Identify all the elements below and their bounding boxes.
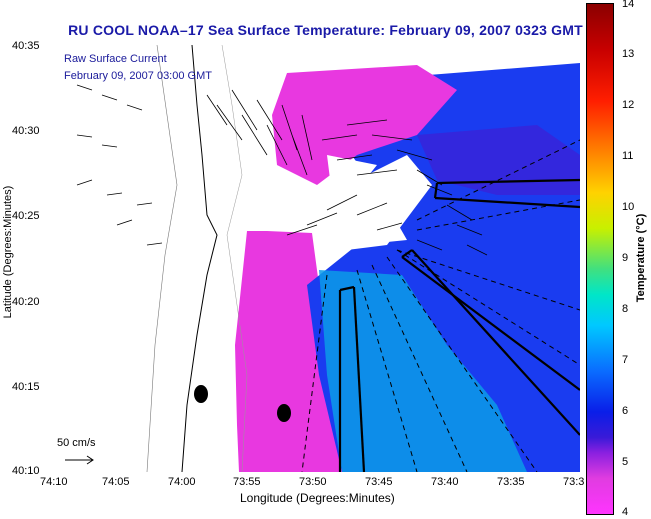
buoy-marker — [277, 404, 291, 422]
y-tick-label: 40:15 — [12, 381, 40, 393]
x-tick-label: 73:35 — [497, 476, 525, 488]
temperature-colorbar — [586, 3, 614, 515]
x-tick-label: 74:10 — [40, 476, 68, 488]
y-tick-label: 40:30 — [12, 125, 40, 137]
x-tick-label: 73:3 — [563, 476, 585, 488]
survey-boxes — [338, 178, 580, 472]
x-tick-label: 73:40 — [431, 476, 459, 488]
coastline — [181, 45, 218, 472]
scale-label: 50 cm/s — [57, 437, 96, 449]
buoy-marker — [194, 385, 208, 403]
x-tick-label: 73:45 — [365, 476, 393, 488]
colorbar-tick: 11 — [622, 150, 634, 162]
y-tick-label: 40:35 — [12, 40, 40, 52]
colorbar-tick: 5 — [622, 456, 629, 468]
colorbar-label: Temperature (°C) — [635, 213, 647, 303]
colorbar-tick: 13 — [622, 48, 635, 60]
colorbar-tick: 7 — [622, 354, 629, 366]
y-axis-label: Latitude (Degrees:Minutes) — [2, 185, 14, 319]
current-vectors — [76, 84, 488, 256]
y-tick-label: 40:10 — [12, 465, 40, 477]
colorbar-tick: 12 — [622, 99, 635, 111]
raw-current-label: Raw Surface Current — [64, 53, 167, 65]
sst-cyan-region — [319, 270, 527, 472]
chart-title: RU COOL NOAA–17 Sea Surface Temperature:… — [68, 22, 583, 38]
x-axis-label: Longitude (Degrees:Minutes) — [240, 491, 395, 505]
colorbar-tick: 4 — [622, 506, 629, 518]
colorbar-tick: 8 — [622, 303, 629, 315]
sst-cloud-gap — [327, 155, 377, 195]
colorbar-tick: 9 — [622, 252, 629, 264]
y-tick-label: 40:25 — [12, 210, 40, 222]
x-tick-label: 73:50 — [299, 476, 327, 488]
colorbar-tick: 6 — [622, 405, 629, 417]
bathymetry-contour-2 — [221, 45, 248, 472]
x-tick-label: 74:00 — [168, 476, 196, 488]
bathymetry-contour-1 — [146, 45, 178, 472]
colorbar-tick: 14 — [622, 0, 635, 10]
colorbar-tick: 10 — [622, 201, 635, 213]
y-tick-label: 40:20 — [12, 296, 40, 308]
raw-current-date: February 09, 2007 03:00 GMT — [64, 70, 212, 82]
x-tick-label: 73:55 — [233, 476, 261, 488]
sst-purple-patch — [417, 125, 580, 195]
sst-magenta-top — [272, 65, 457, 185]
x-tick-label: 74:05 — [102, 476, 130, 488]
sst-map — [57, 45, 580, 472]
